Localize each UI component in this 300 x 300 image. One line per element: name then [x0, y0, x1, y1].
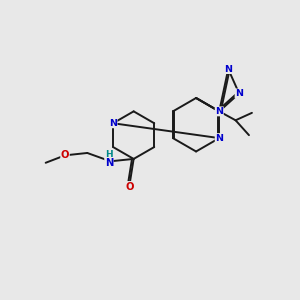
Text: N: N [215, 107, 223, 116]
Text: N: N [215, 134, 223, 142]
Text: N: N [224, 64, 232, 74]
Text: N: N [105, 158, 113, 168]
Text: O: O [61, 150, 69, 160]
Text: O: O [125, 182, 134, 192]
Text: N: N [109, 119, 117, 128]
Text: N: N [235, 89, 243, 98]
Text: H: H [105, 150, 113, 159]
